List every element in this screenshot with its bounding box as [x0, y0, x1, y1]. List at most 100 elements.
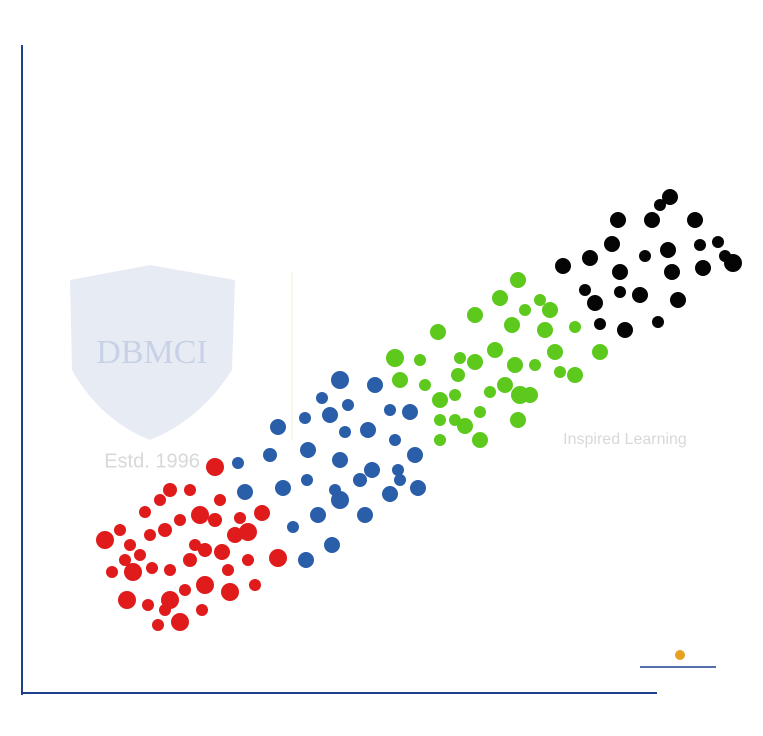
- point: [542, 302, 558, 318]
- point: [196, 604, 208, 616]
- point: [660, 242, 676, 258]
- watermark-text: Estd. 1996: [104, 450, 200, 472]
- point: [154, 494, 166, 506]
- point: [139, 506, 151, 518]
- point: [275, 480, 291, 496]
- point: [670, 292, 686, 308]
- point: [644, 212, 660, 228]
- point: [142, 599, 154, 611]
- point: [402, 404, 418, 420]
- point: [582, 250, 598, 266]
- point: [124, 563, 142, 581]
- point: [196, 576, 214, 594]
- point: [484, 386, 496, 398]
- point: [712, 236, 724, 248]
- point: [434, 414, 446, 426]
- point: [604, 236, 620, 252]
- point: [214, 494, 226, 506]
- point: [610, 212, 626, 228]
- point: [529, 359, 541, 371]
- point: [339, 426, 351, 438]
- point: [227, 527, 243, 543]
- point: [119, 554, 131, 566]
- point: [331, 371, 349, 389]
- point: [687, 212, 703, 228]
- point: [419, 379, 431, 391]
- point: [407, 447, 423, 463]
- point: [392, 372, 408, 388]
- point: [322, 407, 338, 423]
- point: [367, 377, 383, 393]
- point: [654, 199, 666, 211]
- point: [555, 258, 571, 274]
- point: [569, 321, 581, 333]
- point: [249, 579, 261, 591]
- point: [694, 239, 706, 251]
- point: [519, 304, 531, 316]
- point: [614, 286, 626, 298]
- point: [587, 295, 603, 311]
- point: [434, 434, 446, 446]
- point: [242, 554, 254, 566]
- point: [232, 457, 244, 469]
- point: [467, 354, 483, 370]
- point: [184, 484, 196, 496]
- point: [639, 250, 651, 262]
- point: [222, 564, 234, 576]
- point: [189, 539, 201, 551]
- point: [414, 354, 426, 366]
- point: [457, 418, 473, 434]
- point: [310, 507, 326, 523]
- point: [287, 521, 299, 533]
- point: [164, 564, 176, 576]
- point: [191, 506, 209, 524]
- point: [234, 512, 246, 524]
- watermark-text: Inspired Learning: [563, 431, 687, 448]
- point: [487, 342, 503, 358]
- point: [592, 344, 608, 360]
- point: [179, 584, 191, 596]
- point: [534, 294, 546, 306]
- point: [410, 480, 426, 496]
- point: [547, 344, 563, 360]
- point: [537, 322, 553, 338]
- watermark: [70, 265, 293, 440]
- watermark-text: DBMCI: [96, 334, 207, 371]
- point: [198, 543, 212, 557]
- point: [214, 544, 230, 560]
- point: [298, 552, 314, 568]
- point: [451, 368, 465, 382]
- watermark-shield: [70, 265, 235, 440]
- point: [364, 462, 380, 478]
- point: [332, 452, 348, 468]
- point: [724, 254, 742, 272]
- point: [594, 318, 606, 330]
- point: [695, 260, 711, 276]
- point: [152, 619, 164, 631]
- point: [386, 349, 404, 367]
- point: [237, 484, 253, 500]
- point: [316, 392, 328, 404]
- point: [324, 537, 340, 553]
- point: [270, 419, 286, 435]
- point: [342, 399, 354, 411]
- point: [144, 529, 156, 541]
- point: [106, 566, 118, 578]
- point: [472, 432, 488, 448]
- point: [430, 324, 446, 340]
- point: [497, 377, 513, 393]
- point: [567, 367, 583, 383]
- point: [510, 412, 526, 428]
- point: [652, 316, 664, 328]
- point: [357, 507, 373, 523]
- point: [474, 406, 486, 418]
- point: [662, 189, 678, 205]
- point: [449, 414, 461, 426]
- point: [239, 523, 257, 541]
- point: [554, 366, 566, 378]
- point: [96, 531, 114, 549]
- point: [299, 412, 311, 424]
- point: [163, 483, 177, 497]
- logo-mark: [675, 650, 685, 660]
- point: [492, 290, 508, 306]
